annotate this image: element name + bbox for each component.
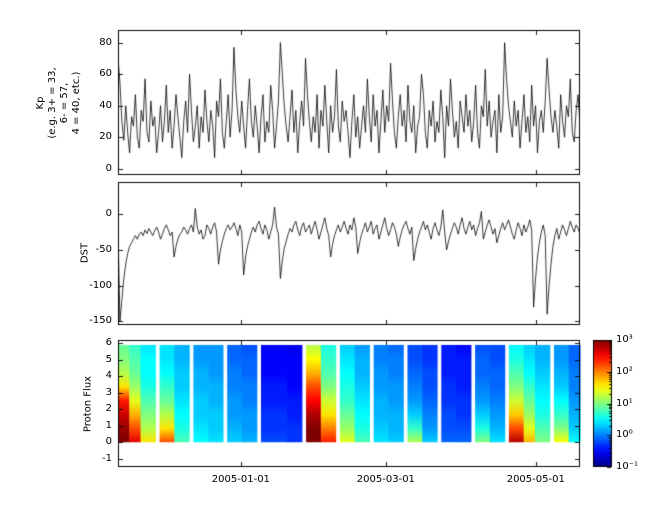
kp-y-tick-label: 40 (99, 99, 112, 111)
proton-flux-y-tick-label: 1 (105, 419, 112, 431)
proton-flux-y-tick-label: 5 (105, 353, 112, 365)
kp-y-tick-label: 80 (99, 36, 112, 48)
dst-y-tick-label: -150 (89, 315, 112, 327)
x-tick-label: 2005-05-01 (506, 474, 565, 485)
proton-flux-y-tick-label: -1 (102, 452, 112, 464)
proton-flux-y-tick-label: 2 (105, 403, 112, 415)
kp-axis-label: Kp (e.g. 3+ = 33, 6- = 57, 4 = 40, etc.) (35, 67, 82, 139)
x-tick-label: 2005-01-01 (211, 474, 270, 485)
x-tick-label: 2005-03-01 (356, 474, 415, 485)
colorbar-tick-label: 10¹ (616, 397, 633, 409)
dst-y-tick-label: -50 (95, 243, 112, 255)
proton-flux-y-tick-label: 3 (105, 386, 112, 398)
dst-y-tick-label: 0 (105, 208, 112, 220)
kp-y-tick-label: 0 (105, 162, 112, 174)
colorbar-tick-label: 10³ (616, 334, 633, 345)
colorbar-tick-label: 10⁰ (616, 429, 633, 441)
dst-y-tick-label: -100 (89, 279, 112, 291)
colorbar-tick-label: 10⁻¹ (616, 461, 639, 472)
proton-flux-y-tick-label: 6 (105, 337, 112, 349)
colorbar-tick-label: 10² (616, 365, 633, 377)
proton-flux-y-tick-label: 0 (105, 436, 112, 448)
kp-y-tick-label: 60 (99, 68, 112, 80)
kp-y-tick-label: 20 (99, 131, 112, 143)
proton-flux-y-tick-label: 4 (105, 370, 112, 382)
